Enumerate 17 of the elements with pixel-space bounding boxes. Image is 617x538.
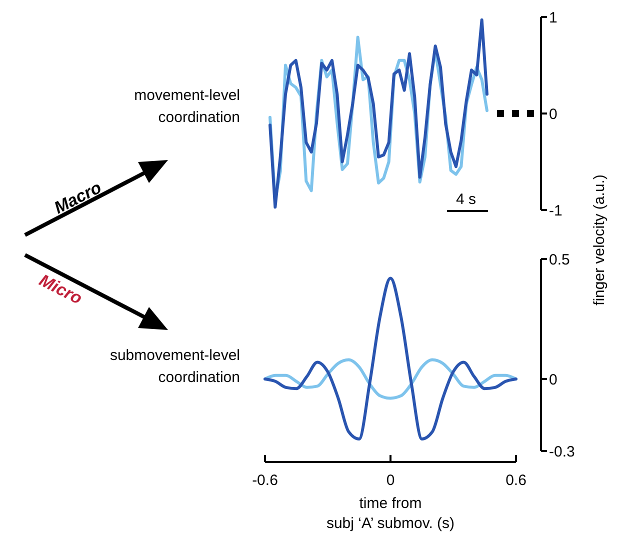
- y-axis-title: finger velocity (a.u.): [591, 174, 608, 306]
- annotation: 4 s: [456, 191, 476, 208]
- x-tick-label: 0: [386, 472, 395, 489]
- y-tick-label: 1: [549, 9, 558, 26]
- y-tick-label: -0.3: [549, 443, 575, 460]
- text: Micro: [36, 270, 86, 308]
- x-axis-title: time from subj ‘A’ submov. (s): [326, 495, 455, 532]
- y-tick-label: 0: [549, 106, 558, 123]
- x-tick-label: -0.6: [252, 472, 278, 489]
- line-series: [264, 276, 518, 440]
- y-tick-label: 0: [549, 371, 558, 388]
- x-tick-label: 0.6: [506, 472, 526, 489]
- line-series: [264, 358, 518, 400]
- y-tick-label: -1: [549, 202, 562, 220]
- y-tick-label: 0.5: [549, 251, 570, 268]
- text: movement-level coordination: [134, 87, 240, 126]
- text: submovement-level coordination: [110, 347, 240, 386]
